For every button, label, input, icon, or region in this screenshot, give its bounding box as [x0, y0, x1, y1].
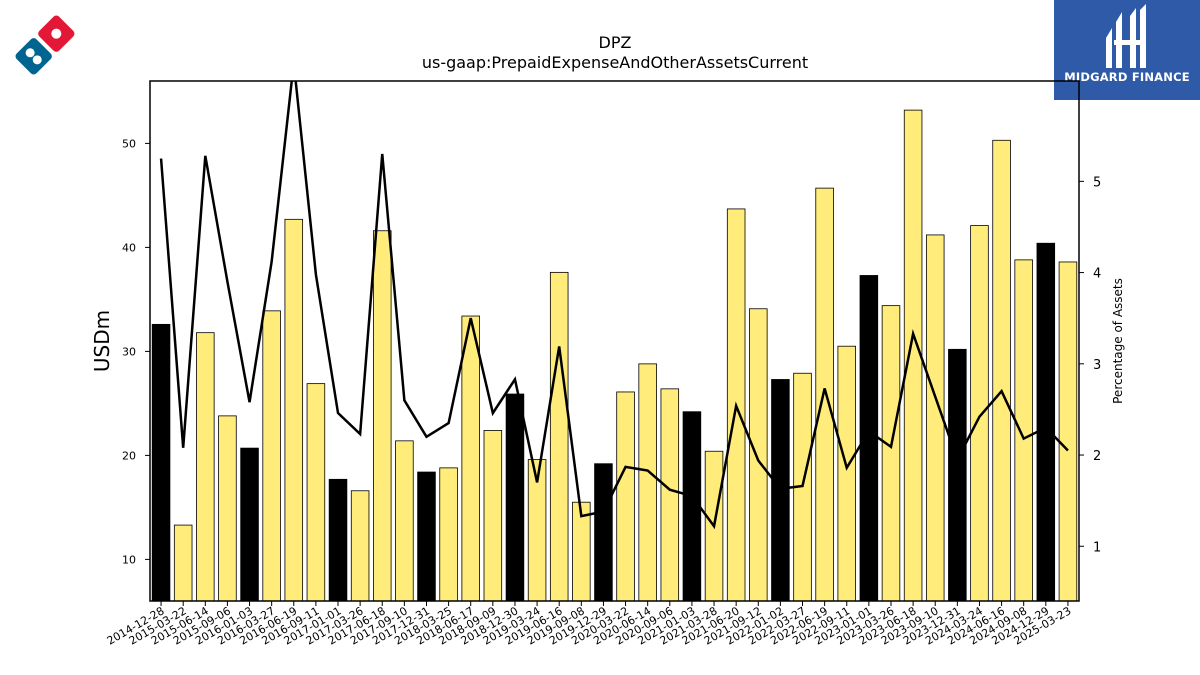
bar-2022-09-11 [837, 345, 857, 602]
bar-2023-12-31 [948, 348, 967, 602]
bar-2014-12-28 [151, 323, 171, 602]
bar-2021-09-12 [749, 308, 768, 602]
bar-2025-03-23 [1058, 261, 1078, 602]
bar-2018-09-09 [483, 430, 503, 602]
bar-2024-03-24 [970, 225, 989, 602]
bar-2022-06-19 [815, 187, 834, 602]
bar-2024-12-29 [1036, 242, 1056, 602]
chart-subtitle: us-gaap:PrepaidExpenseAndOtherAssetsCurr… [422, 53, 808, 72]
bar-2018-12-30 [505, 393, 525, 602]
bar-2024-09-08 [1014, 259, 1033, 602]
bar-2022-01-02 [771, 379, 790, 602]
bar-2020-09-06 [660, 388, 680, 602]
bar-2020-03-22 [616, 391, 635, 602]
bar-2016-09-11 [306, 383, 326, 602]
y2-tick-label: 3 [1093, 358, 1101, 373]
bar-2020-06-14 [638, 363, 657, 602]
y-axis-right: 1 2 3 4 5 [1079, 175, 1101, 555]
bar-2016-06-19 [284, 218, 304, 602]
y-tick-label: 50 [122, 137, 136, 150]
y-tick-label: 30 [122, 345, 136, 358]
bar-2023-06-18 [903, 109, 923, 602]
y2-tick-label: 1 [1093, 540, 1101, 555]
bar-2018-06-17 [461, 315, 480, 602]
bar-2016-03-27 [262, 310, 281, 602]
y-tick-label: 40 [122, 241, 136, 254]
bar-2024-06-16 [992, 139, 1011, 602]
x-axis: 2014-12-282015-03-222015-06-142015-09-06… [105, 601, 1073, 648]
plot-frame [149, 80, 1080, 602]
bar-2017-09-10 [395, 440, 414, 602]
chart-title: DPZ [599, 33, 632, 52]
y-tick-label: 20 [122, 449, 136, 462]
bar-2018-03-25 [439, 467, 458, 602]
bar-2023-01-01 [859, 275, 879, 602]
y2-axis-label: Percentage of Assets [1111, 278, 1125, 404]
y2-tick-label: 5 [1093, 175, 1101, 190]
y-tick-label: 10 [122, 553, 136, 566]
y2-tick-label: 2 [1093, 449, 1101, 464]
bar-2023-03-26 [881, 305, 901, 602]
bar-2017-06-18 [372, 230, 392, 602]
y2-tick-label: 4 [1093, 267, 1101, 282]
bar-2017-12-31 [417, 471, 436, 602]
bar-2017-03-26 [350, 490, 370, 602]
bar-2019-12-29 [594, 463, 613, 602]
bar-2019-06-16 [549, 271, 569, 602]
bar-2015-03-22 [173, 524, 193, 602]
brand-name: MIDGARD FINANCE [1064, 70, 1190, 84]
bar-2016-01-03 [240, 447, 259, 602]
y-axis-left: 10 20 30 40 50 [122, 137, 150, 566]
y-axis-label: USDm [90, 310, 114, 372]
bar-2015-06-14 [196, 332, 215, 602]
percentage-of-assets-line [159, 81, 1069, 530]
bar-2015-09-06 [218, 415, 237, 602]
dominos-logo-icon [6, 6, 84, 84]
line-layer [159, 81, 1069, 530]
bar-2017-01-01 [328, 478, 348, 602]
midgard-logo-icon [1106, 4, 1146, 68]
bars-layer [151, 109, 1078, 602]
